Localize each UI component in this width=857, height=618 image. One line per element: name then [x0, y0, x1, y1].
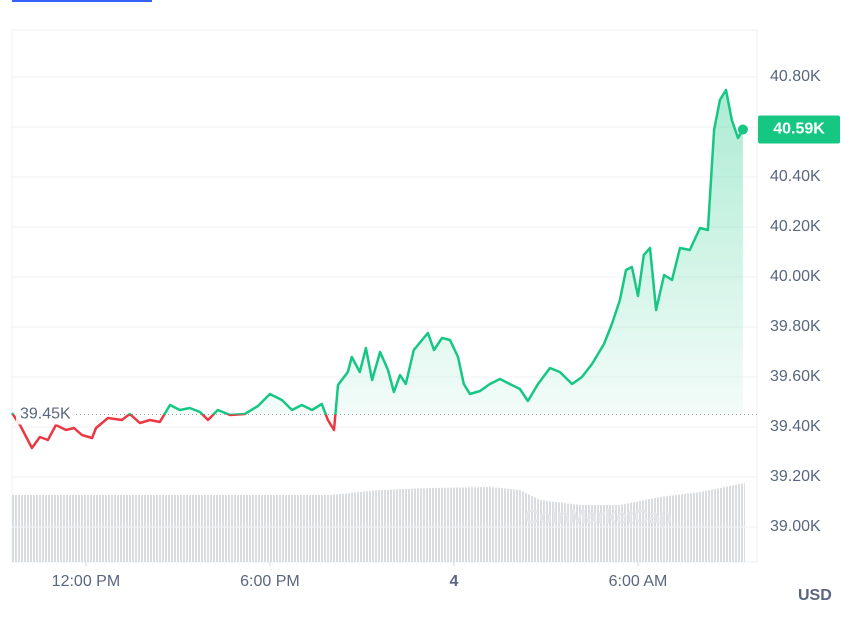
price-line-down — [11, 414, 337, 450]
watermark: CoinMarketCap — [525, 506, 672, 528]
x-tick-label: 4 — [450, 573, 459, 590]
price-area — [12, 90, 743, 415]
y-tick-label: 40.40K — [770, 168, 821, 185]
tab-underline — [12, 0, 152, 2]
y-tick-label: 39.40K — [770, 418, 821, 435]
y-tick-label: 39.00K — [770, 518, 821, 535]
x-tick-label: 6:00 AM — [609, 573, 668, 590]
currency-label: USD — [798, 587, 832, 604]
baseline-label-bg — [16, 404, 76, 425]
y-tick-label: 40.00K — [770, 268, 821, 285]
y-tick-label: 40.80K — [770, 68, 821, 85]
y-tick-label: 39.80K — [770, 318, 821, 335]
x-tick-label: 12:00 PM — [52, 573, 120, 590]
x-tick-label: 6:00 PM — [240, 573, 300, 590]
last-price-label: 40.59K — [773, 121, 825, 138]
price-line-up — [10, 88, 744, 415]
y-tick-label: 40.20K — [770, 218, 821, 235]
last-price-badge — [758, 115, 840, 144]
y-tick-label: 39.60K — [770, 368, 821, 385]
last-point — [737, 124, 748, 135]
volume-bars — [12, 483, 745, 562]
y-tick-label: 39.20K — [770, 468, 821, 485]
baseline-label: 39.45K — [20, 406, 71, 423]
